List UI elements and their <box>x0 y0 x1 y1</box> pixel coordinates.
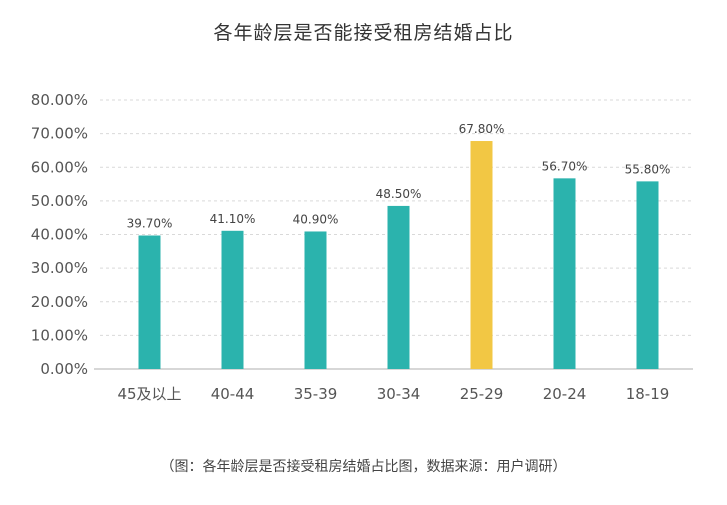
y-tick-label: 0.00% <box>40 360 88 378</box>
bar-20-24 <box>553 178 576 369</box>
bar-30-34 <box>387 205 410 369</box>
y-tick-label: 70.00% <box>31 125 88 143</box>
x-axis: 45及以上 40-44 35-39 30-34 25-29 20-24 18-19 <box>117 385 669 403</box>
bar-25-29 <box>470 141 493 369</box>
data-label: 55.80% <box>625 162 671 176</box>
bar-40-44 <box>221 230 244 369</box>
x-tick-label: 40-44 <box>211 385 255 403</box>
bar-35-39 <box>304 231 327 369</box>
x-tick-label: 20-24 <box>543 385 587 403</box>
bar-18-19 <box>636 181 659 369</box>
y-tick-label: 50.00% <box>31 192 88 210</box>
data-label: 39.70% <box>127 217 173 231</box>
y-tick-label: 60.00% <box>31 158 88 176</box>
bars: 39.70% 41.10% 40.90% 48.50% 67.80% 56.70% 55.8… <box>127 122 671 369</box>
y-tick-label: 20.00% <box>31 293 88 311</box>
data-label: 67.80% <box>459 122 505 136</box>
y-tick-label: 80.00% <box>31 91 88 109</box>
bar-45及以上 <box>138 235 161 369</box>
data-label: 40.90% <box>293 212 339 226</box>
x-tick-label: 45及以上 <box>117 385 181 403</box>
y-tick-label: 30.00% <box>31 259 88 277</box>
y-tick-label: 10.00% <box>31 326 88 344</box>
y-tick-label: 40.00% <box>31 226 88 244</box>
x-tick-label: 18-19 <box>626 385 670 403</box>
x-tick-label: 25-29 <box>460 385 504 403</box>
chart-caption: （图：各年龄层是否接受租房结婚占比图，数据来源：用户调研） <box>160 459 567 475</box>
x-tick-label: 35-39 <box>294 385 338 403</box>
x-tick-label: 30-34 <box>377 385 421 403</box>
data-label: 56.70% <box>542 159 588 173</box>
data-label: 41.10% <box>210 212 256 226</box>
data-label: 48.50% <box>376 187 422 201</box>
chart-title: 各年龄层是否能接受租房结婚占比 <box>213 22 514 44</box>
y-axis: 0.00% 10.00% 20.00% 30.00% 40.00% 50.00% 60.00… <box>31 91 693 378</box>
